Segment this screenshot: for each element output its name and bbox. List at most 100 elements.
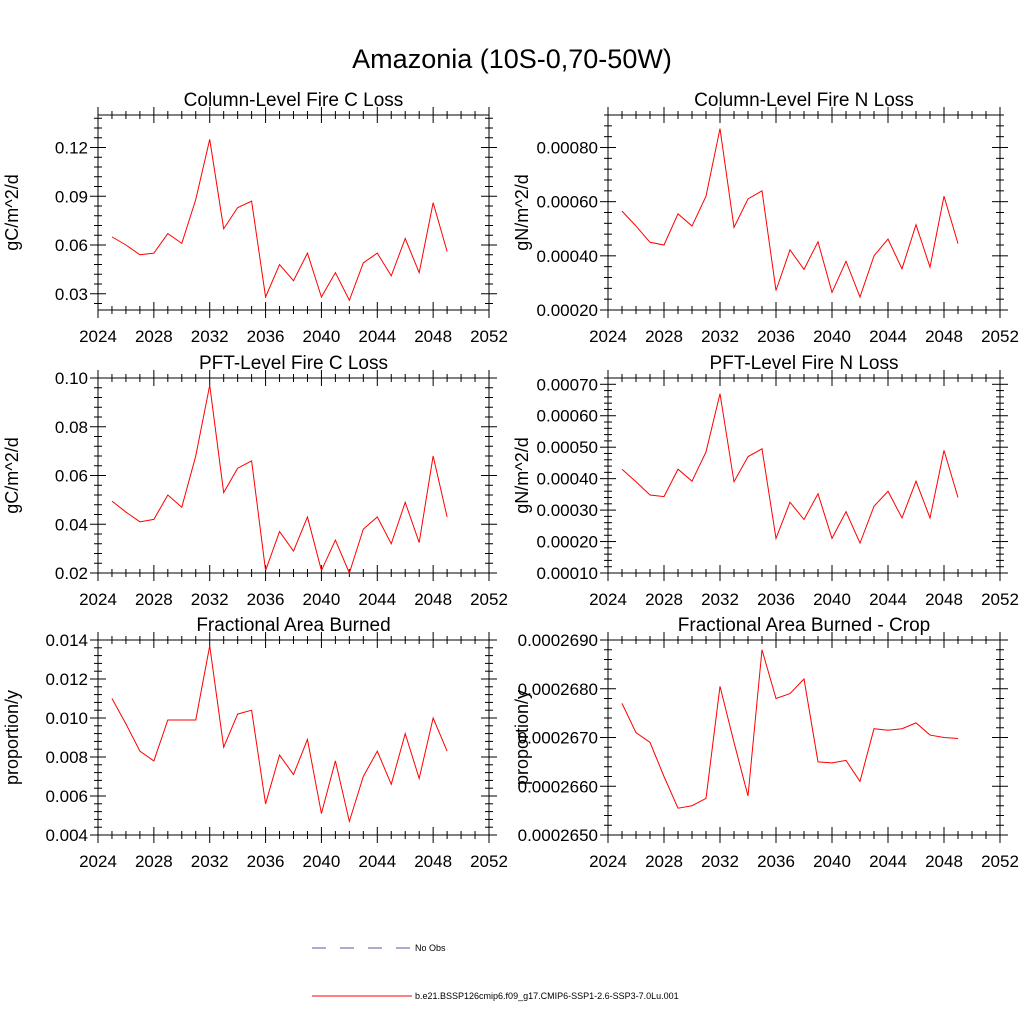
x-tick-label: 2028: [135, 327, 173, 346]
x-tick-label: 2044: [358, 852, 396, 871]
y-axis-label: gN/m^2/d: [512, 437, 532, 513]
y-tick-label: 0.006: [45, 787, 88, 806]
y-axis-label: gN/m^2/d: [512, 174, 532, 250]
x-tick-label: 2044: [869, 327, 907, 346]
x-tick-label: 2036: [247, 590, 285, 609]
y-tick-label: 0.0002660: [518, 777, 598, 796]
panel-title: Fractional Area Burned: [196, 615, 390, 636]
x-tick-label: 2024: [589, 590, 627, 609]
y-tick-label: 0.0002670: [518, 729, 598, 748]
x-tick-label: 2024: [589, 852, 627, 871]
x-tick-label: 2044: [869, 590, 907, 609]
x-tick-label: 2032: [701, 852, 739, 871]
x-tick-label: 2032: [191, 590, 229, 609]
x-tick-label: 2036: [757, 590, 795, 609]
legend-label-1: No Obs: [415, 943, 446, 953]
x-tick-label: 2048: [925, 327, 963, 346]
chart-panel-4: PFT-Level Fire N Loss gN/m^2/d 2024 2028 203…: [512, 353, 1019, 609]
x-tick-label: 2044: [358, 327, 396, 346]
x-tick-label: 2048: [414, 327, 452, 346]
y-tick-label: 0.004: [45, 826, 88, 845]
x-tick-label: 2036: [247, 852, 285, 871]
y-tick-label: 0.06: [55, 236, 88, 255]
legend: No Obs b.e21.BSSP126cmip6.f09_g17.CMIP6-S…: [312, 943, 679, 1001]
y-axis-label: proportion/y: [2, 690, 22, 785]
legend-label-2: b.e21.BSSP126cmip6.f09_g17.CMIP6-SSP1-2.…: [415, 991, 679, 1001]
y-tick-label: 0.00030: [537, 501, 598, 520]
series-line: [111, 645, 448, 824]
x-tick-label: 2052: [981, 852, 1019, 871]
panel-title: Column-Level Fire C Loss: [184, 90, 404, 111]
plot-frame: [607, 377, 1001, 574]
x-tick-label: 2024: [79, 590, 117, 609]
x-tick-label: 2036: [757, 852, 795, 871]
y-tick-label: 0.06: [55, 467, 88, 486]
x-tick-label: 2048: [925, 590, 963, 609]
x-tick-label: 2048: [414, 852, 452, 871]
x-tick-label: 2052: [470, 590, 508, 609]
x-tick-label: 2040: [813, 327, 851, 346]
y-tick-label: 0.00020: [537, 533, 598, 552]
y-tick-label: 0.00010: [537, 564, 598, 583]
y-tick-label: 0.09: [55, 187, 88, 206]
figure-title: Amazonia (10S-0,70-50W): [352, 44, 672, 74]
x-tick-label: 2052: [470, 852, 508, 871]
panel-title: PFT-Level Fire N Loss: [710, 353, 899, 374]
x-tick-label: 2040: [303, 327, 341, 346]
chart-panel-1: Column-Level Fire C Loss gC/m^2/d 2024 2028…: [2, 90, 508, 346]
y-axis-label: gC/m^2/d: [2, 437, 22, 513]
chart-panel-5: Fractional Area Burned proportion/y 2024 20…: [2, 615, 508, 871]
x-tick-label: 2028: [645, 590, 683, 609]
y-tick-label: 0.00050: [537, 438, 598, 457]
x-tick-label: 2028: [645, 327, 683, 346]
chart-panel-2: Column-Level Fire N Loss gN/m^2/d 2024 2028…: [512, 90, 1019, 346]
y-tick-label: 0.010: [45, 709, 88, 728]
x-tick-label: 2032: [701, 327, 739, 346]
y-tick-label: 0.12: [55, 139, 88, 158]
y-tick-label: 0.00060: [537, 407, 598, 426]
x-tick-label: 2032: [701, 590, 739, 609]
x-tick-label: 2032: [191, 327, 229, 346]
panel-title: PFT-Level Fire C Loss: [199, 353, 388, 374]
y-tick-label: 0.0002690: [518, 631, 598, 650]
y-tick-label: 0.04: [55, 515, 88, 534]
series-line: [621, 128, 959, 299]
x-tick-label: 2048: [925, 852, 963, 871]
y-tick-label: 0.012: [45, 670, 88, 689]
panel-title: Column-Level Fire N Loss: [694, 90, 914, 111]
y-tick-label: 0.008: [45, 748, 88, 767]
chart-panel-3: PFT-Level Fire C Loss gC/m^2/d 2024 2028 203…: [2, 353, 508, 609]
y-tick-label: 0.0002650: [518, 826, 598, 845]
x-tick-label: 2032: [191, 852, 229, 871]
y-tick-label: 0.00040: [537, 470, 598, 489]
x-tick-label: 2052: [470, 327, 508, 346]
x-tick-label: 2028: [645, 852, 683, 871]
panel-title: Fractional Area Burned - Crop: [678, 615, 930, 636]
series-line: [111, 139, 448, 302]
y-tick-label: 0.00060: [537, 193, 598, 212]
x-tick-label: 2024: [589, 327, 627, 346]
x-tick-label: 2028: [135, 590, 173, 609]
x-tick-label: 2044: [358, 590, 396, 609]
plot-frame: [97, 639, 490, 836]
y-tick-label: 0.08: [55, 418, 88, 437]
y-tick-label: 0.00070: [537, 375, 598, 394]
x-tick-label: 2036: [247, 327, 285, 346]
x-tick-label: 2040: [813, 590, 851, 609]
series-line: [621, 393, 959, 545]
series-line: [111, 385, 448, 575]
series-line: [621, 649, 959, 809]
y-tick-label: 0.014: [45, 631, 88, 650]
y-tick-label: 0.10: [55, 369, 88, 388]
y-tick-label: 0.00040: [537, 247, 598, 266]
y-tick-label: 0.00080: [537, 139, 598, 158]
x-tick-label: 2040: [813, 852, 851, 871]
x-tick-label: 2052: [981, 590, 1019, 609]
y-tick-label: 0.00020: [537, 301, 598, 320]
x-tick-label: 2024: [79, 327, 117, 346]
y-tick-label: 0.0002680: [518, 680, 598, 699]
chart-panel-6: Fractional Area Burned - Crop proportion/…: [512, 615, 1019, 871]
x-tick-label: 2036: [757, 327, 795, 346]
x-tick-label: 2048: [414, 590, 452, 609]
